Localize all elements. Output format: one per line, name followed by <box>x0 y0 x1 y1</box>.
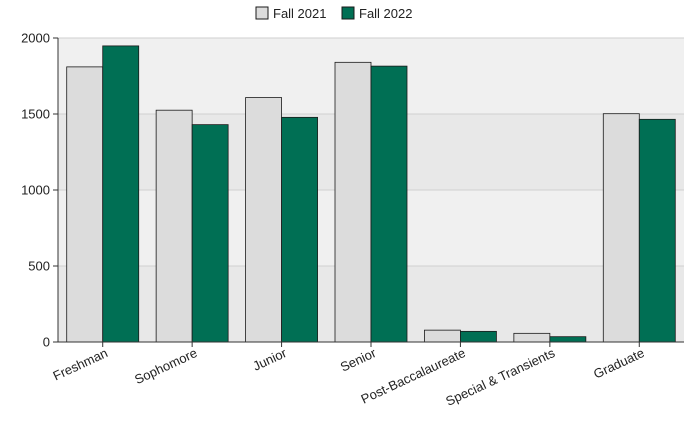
x-category-label: Junior <box>250 345 289 374</box>
bars <box>66 45 676 343</box>
y-tick-label: 2000 <box>21 31 50 46</box>
legend-swatch <box>341 6 355 20</box>
bar-fall-2022 <box>102 45 140 343</box>
bar-fall-2022 <box>370 65 408 343</box>
y-tick-label: 1500 <box>21 107 50 122</box>
x-category-label: Senior <box>338 345 379 375</box>
bar-fall-2021 <box>66 66 104 343</box>
x-category-label: Sophomore <box>132 345 199 387</box>
legend: Fall 2021 Fall 2022 <box>255 6 412 21</box>
y-tick-label: 1000 <box>21 183 50 198</box>
bar-fall-2021 <box>513 332 551 343</box>
bar-fall-2021 <box>424 329 461 343</box>
legend-swatch <box>255 6 269 20</box>
x-category-label: Freshman <box>51 345 110 383</box>
bar-fall-2022 <box>549 336 587 343</box>
bar-fall-2022 <box>460 330 497 343</box>
bar-fall-2021 <box>155 109 193 343</box>
legend-label: Fall 2021 <box>273 6 326 21</box>
bar-fall-2021 <box>245 97 282 343</box>
bar-fall-2022 <box>191 124 229 343</box>
bar-fall-2022 <box>638 118 676 343</box>
bar-fall-2022 <box>281 116 318 343</box>
y-tick-label: 500 <box>28 259 50 274</box>
bar-fall-2021 <box>334 61 372 343</box>
legend-label: Fall 2022 <box>359 6 412 21</box>
y-tick-label: 0 <box>43 335 50 350</box>
y-axis-ticks: 0 500 1000 1500 2000 <box>21 31 58 350</box>
bar-fall-2021 <box>602 113 640 343</box>
x-category-label: Graduate <box>591 345 646 382</box>
x-axis-labels: Freshman Sophomore Junior SeniorPost-Baccal… <box>51 345 647 409</box>
